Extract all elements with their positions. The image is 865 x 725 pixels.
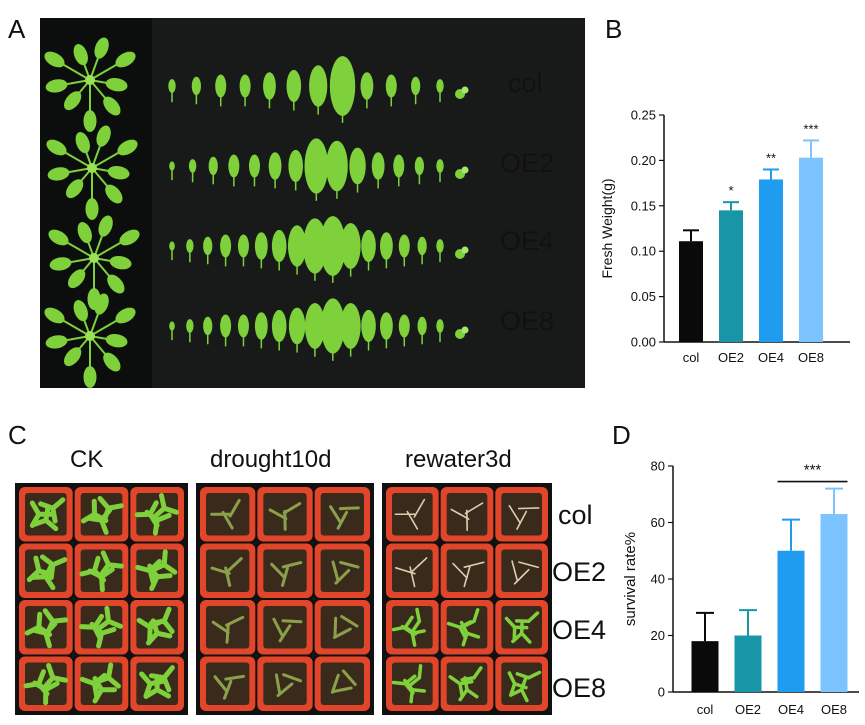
- bar-oe2: [719, 210, 743, 342]
- x-tick-label-col: col: [683, 350, 700, 365]
- significance-oe2: *: [728, 183, 733, 198]
- y-tick-label: 0: [658, 685, 665, 700]
- y-tick-label: 80: [651, 459, 665, 474]
- bar-oe4: [759, 179, 783, 342]
- panel-c-row-label-oe2: OE2: [552, 557, 607, 587]
- tray-rewater: [382, 483, 552, 715]
- y-tick-label: 60: [651, 515, 665, 530]
- panel-c-row-label-oe4: OE4: [552, 615, 607, 645]
- panel-letter-a: A: [8, 14, 26, 44]
- y-tick-label: 0.20: [631, 153, 656, 168]
- tray-ck: [15, 483, 188, 715]
- bar-col: [679, 241, 703, 342]
- x-tick-label-oe2: OE2: [735, 702, 761, 717]
- tray-drought: [196, 483, 374, 715]
- y-tick-label: 0.00: [631, 335, 656, 350]
- condition-label-rewater: rewater3d: [405, 446, 512, 473]
- x-tick-label-oe8: OE8: [821, 702, 847, 717]
- y-tick-label: 0.15: [631, 198, 656, 213]
- bracket-label: ***: [804, 462, 822, 479]
- bar-oe8: [820, 514, 848, 692]
- survival-rate-chart: 0 20 40 60 80 survival rate% col OE2 OE4 OE8 ***: [622, 459, 859, 717]
- x-tick-label-oe2: OE2: [718, 350, 744, 365]
- bar-oe8: [799, 157, 823, 342]
- panel-a-row-label-oe4: OE4: [500, 226, 555, 256]
- tray-rewater-illustration: [386, 487, 548, 711]
- y-axis-label: survival rate%: [622, 532, 639, 626]
- x-tick-label-oe4: OE4: [778, 702, 804, 717]
- y-tick-label: 40: [651, 572, 665, 587]
- y-tick-label: 0.10: [631, 244, 656, 259]
- tray-drought-illustration: [200, 487, 370, 711]
- panel-a-row-label-oe2: OE2: [500, 148, 555, 178]
- panel-letter-c: C: [8, 420, 27, 450]
- significance-oe8: ***: [803, 121, 818, 136]
- x-tick-label-oe4: OE4: [758, 350, 784, 365]
- panel-c-row-label-col: col: [558, 500, 593, 530]
- tray-ck-illustration: [19, 487, 184, 711]
- condition-label-drought: drought10d: [210, 446, 332, 473]
- y-tick-label: 20: [651, 628, 665, 643]
- y-axis-label: Fresh Weight(g): [600, 178, 615, 278]
- rosette-leaf-photo: [40, 18, 585, 388]
- y-tick-label: 0.05: [631, 289, 656, 304]
- x-tick-label-col: col: [697, 702, 714, 717]
- panel-a-row-label-col: col: [508, 68, 543, 98]
- bar-col: [691, 641, 719, 692]
- panel-letter-b: B: [605, 14, 623, 44]
- y-tick-label: 0.25: [631, 108, 656, 123]
- panel-letter-d: D: [612, 420, 631, 450]
- fresh-weight-chart: 0.00 0.05 0.10 0.15 0.20 0.25 Fresh Weight(g) c…: [600, 108, 850, 365]
- condition-label-ck: CK: [70, 446, 104, 473]
- leaf-illustration: [44, 37, 469, 388]
- bar-oe2: [734, 635, 762, 692]
- significance-oe4: **: [766, 150, 776, 165]
- x-tick-label-oe8: OE8: [798, 350, 824, 365]
- panel-a-row-label-oe8: OE8: [500, 306, 555, 336]
- bar-oe4: [777, 550, 805, 692]
- panel-c-row-label-oe8: OE8: [552, 673, 607, 703]
